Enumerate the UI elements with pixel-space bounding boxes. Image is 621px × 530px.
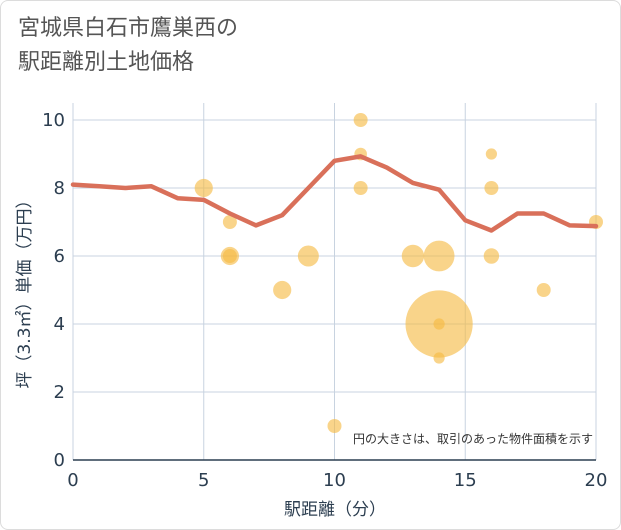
y-tick-label: 4 [54, 314, 65, 335]
scatter-point [273, 280, 292, 300]
scatter-point [222, 215, 237, 229]
scatter-points [194, 113, 603, 433]
y-tick-label: 0 [54, 450, 65, 471]
scatter-point [423, 240, 455, 272]
y-tick-label: 2 [54, 382, 65, 403]
scatter-point [484, 181, 499, 195]
scatter-point [433, 352, 445, 364]
x-tick-label: 0 [67, 470, 78, 491]
scatter-point [194, 178, 213, 198]
y-tick-label: 6 [54, 246, 65, 267]
x-tick-label: 15 [454, 470, 477, 491]
x-tick-label: 20 [585, 470, 608, 491]
trend-line [70, 154, 599, 233]
grid-lines [72, 103, 597, 461]
scatter-point [536, 283, 551, 297]
y-tick-label: 8 [54, 178, 65, 199]
chart-title: 宮城県白石市鷹巣西の 駅距離別土地価格 [18, 16, 239, 75]
y-tick-label: 10 [42, 110, 65, 131]
trend-line-group [70, 154, 599, 233]
scatter-point [353, 113, 368, 127]
x-tick-label: 10 [323, 470, 346, 491]
scatter-point [401, 244, 425, 268]
scatter-point [353, 181, 368, 195]
size-note: 円の大きさは、取引のあった物件面積を示す [353, 431, 593, 446]
scatter-point [222, 249, 237, 263]
tick-labels: 0 2 4 6 8 10 0 5 10 15 20 [42, 110, 607, 491]
scatter-point [483, 248, 500, 264]
scatter-point [485, 148, 497, 160]
x-axis-label: 駅距離（分） [284, 500, 386, 520]
scatter-point [297, 245, 319, 267]
y-axis-label: 坪（3.3㎡）単価（万円） [15, 191, 35, 388]
scatter-point [433, 318, 445, 330]
x-tick-label: 5 [198, 470, 209, 491]
scatter-point [327, 419, 342, 433]
